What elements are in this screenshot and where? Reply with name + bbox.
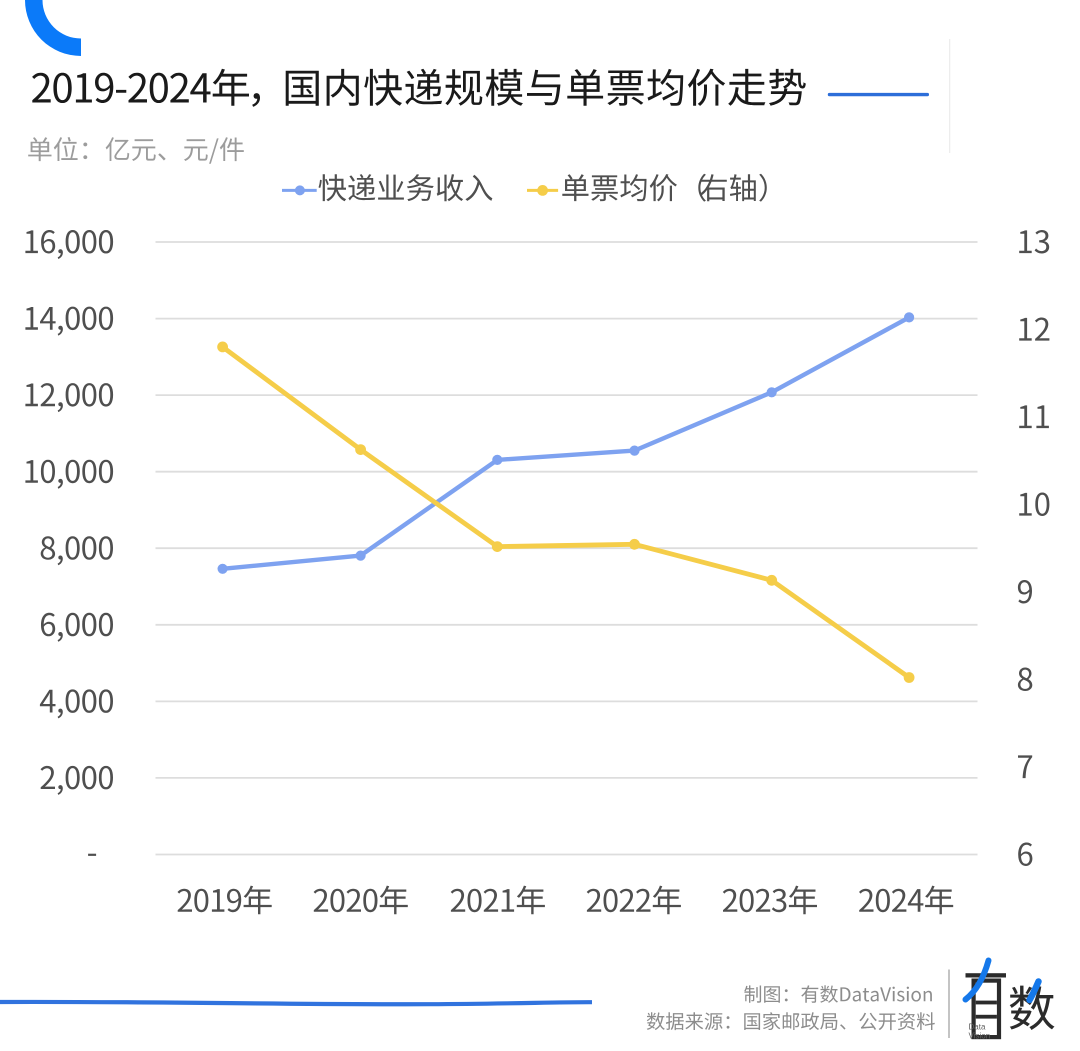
svg-text:Vision: Vision xyxy=(969,1032,991,1041)
svg-text:Data: Data xyxy=(969,1023,986,1032)
